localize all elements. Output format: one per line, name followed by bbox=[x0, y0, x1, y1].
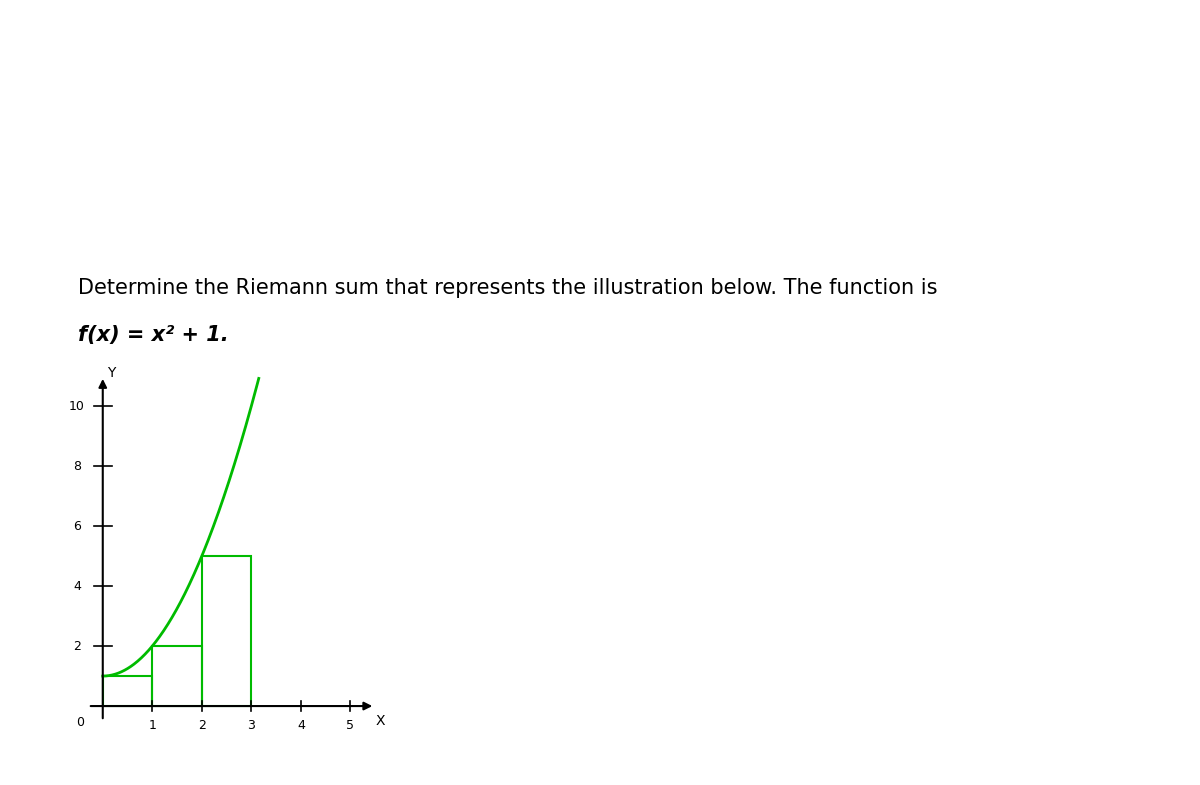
Bar bbox=[202, 556, 251, 706]
Text: 4: 4 bbox=[73, 579, 80, 593]
Bar bbox=[103, 676, 152, 706]
Text: 3: 3 bbox=[247, 719, 256, 732]
Text: 10: 10 bbox=[70, 400, 85, 413]
Text: Y: Y bbox=[108, 366, 116, 380]
Text: 5: 5 bbox=[347, 719, 354, 732]
Text: 6: 6 bbox=[73, 520, 80, 532]
Text: 4: 4 bbox=[296, 719, 305, 732]
Text: Determine the Riemann sum that represents the illustration below. The function i: Determine the Riemann sum that represent… bbox=[78, 279, 937, 298]
Text: 1: 1 bbox=[149, 719, 156, 732]
Text: 8: 8 bbox=[73, 459, 82, 473]
Bar bbox=[152, 646, 202, 706]
Text: 0: 0 bbox=[77, 716, 84, 729]
Text: X: X bbox=[376, 714, 385, 728]
Text: 2: 2 bbox=[198, 719, 205, 732]
Text: 2: 2 bbox=[73, 640, 80, 652]
Text: f(x) = x² + 1.: f(x) = x² + 1. bbox=[78, 326, 229, 345]
